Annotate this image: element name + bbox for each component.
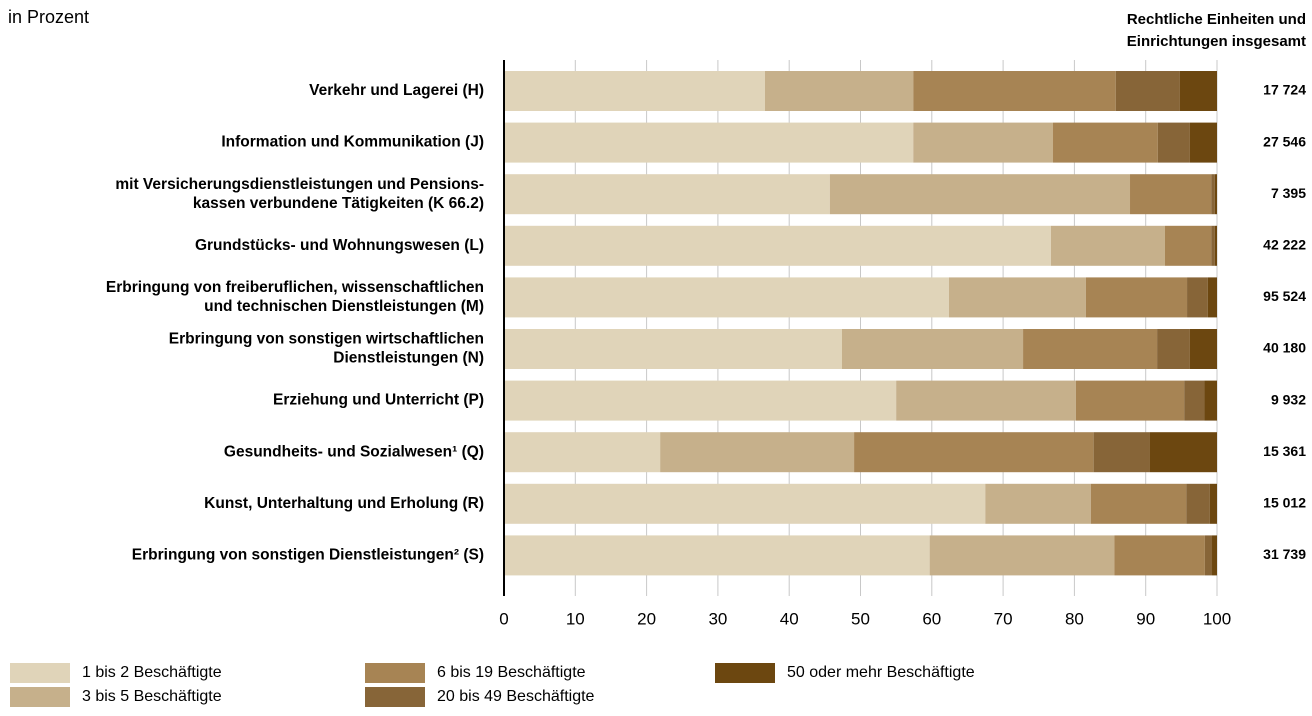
bar-segment [1204, 380, 1217, 421]
bar-segment [1149, 432, 1217, 473]
bar-segment [829, 174, 1131, 215]
bar-segment [913, 122, 1054, 163]
bar-segment [504, 432, 661, 473]
bar-segment [1184, 380, 1205, 421]
category-label: Grundstücks- und Wohnungswesen (L) [195, 237, 484, 254]
bar-segment [1214, 174, 1217, 215]
x-tick-label: 40 [780, 609, 799, 628]
bar-segment [504, 71, 765, 111]
x-tick-label: 30 [708, 609, 727, 628]
x-tick-label: 10 [566, 609, 585, 628]
category-label: kassen verbundene Tätigkeiten (K 66.2) [193, 195, 484, 212]
x-tick-label: 80 [1065, 609, 1084, 628]
bar-segment [1023, 329, 1158, 369]
category-label: Dienstleistungen (N) [333, 350, 484, 367]
bar-segment [913, 71, 1116, 111]
x-tick-label: 60 [922, 609, 941, 628]
bar-segment [929, 535, 1115, 576]
legend-label: 50 oder mehr Beschäftigte [787, 664, 975, 681]
legend-label: 6 bis 19 Beschäftigte [437, 664, 586, 681]
category-label: Erbringung von freiberuflichen, wissensc… [106, 279, 484, 296]
bar-segment [504, 122, 914, 163]
x-tick-label: 100 [1203, 609, 1231, 628]
bar-segment [1157, 329, 1190, 369]
bar-segment [1204, 535, 1213, 576]
bar-segment [841, 329, 1024, 369]
legend-swatch [10, 663, 70, 683]
right-header: Rechtliche Einheiten und [1127, 11, 1306, 28]
total-label: 9 932 [1271, 391, 1306, 407]
bar-segment [1075, 380, 1185, 421]
bar-segment [504, 174, 830, 215]
total-label: 7 395 [1271, 185, 1306, 201]
category-label: Verkehr und Lagerei (H) [309, 82, 484, 99]
legend-label: 20 bis 49 Beschäftigte [437, 688, 595, 705]
x-tick-label: 0 [499, 609, 508, 628]
bar-segment [1187, 277, 1208, 318]
bar-segment [504, 535, 930, 576]
bar-segment [1214, 225, 1217, 266]
bar-segment [1189, 122, 1217, 163]
bar-segment [985, 483, 1091, 524]
category-label: Erbringung von sonstigen wirtschaftliche… [169, 331, 484, 348]
bar-segment [1093, 432, 1150, 473]
bar-segment [896, 380, 1076, 421]
legend-label: 3 bis 5 Beschäftigte [82, 688, 222, 705]
bar-segment [1157, 122, 1190, 163]
bar-segment [1050, 225, 1165, 266]
x-tick-label: 50 [851, 609, 870, 628]
bar-segment [854, 432, 1094, 473]
category-label: Gesundheits- und Sozialwesen¹ (Q) [224, 443, 484, 460]
bar-segment [504, 329, 842, 369]
category-label: Erbringung von sonstigen Dienstleistunge… [132, 546, 484, 563]
total-label: 40 180 [1263, 340, 1306, 356]
bar-segment [660, 432, 855, 473]
bar-segment [1090, 483, 1187, 524]
category-label: mit Versicherungsdienstleistungen und Pe… [115, 176, 484, 193]
category-label: und technischen Dienstleistungen (M) [204, 298, 484, 315]
subtitle: in Prozent [8, 7, 89, 27]
category-label: Kunst, Unterhaltung und Erholung (R) [204, 495, 484, 512]
legend-swatch [715, 663, 775, 683]
total-label: 27 546 [1263, 133, 1306, 149]
bar-segment [1114, 535, 1205, 576]
bar-segment [1115, 71, 1180, 111]
bar-segment [764, 71, 914, 111]
bar-segment [504, 380, 897, 421]
bar-segment [1211, 225, 1215, 266]
bar-segment [948, 277, 1086, 318]
bar-segment [1186, 483, 1210, 524]
x-tick-label: 20 [637, 609, 656, 628]
total-label: 15 361 [1263, 443, 1306, 459]
right-header: Einrichtungen insgesamt [1127, 33, 1306, 50]
bar-segment [504, 277, 949, 318]
bar-segment [1085, 277, 1188, 318]
legend-swatch [365, 687, 425, 707]
bar-segment [1189, 329, 1217, 369]
bar-segment [504, 225, 1051, 266]
category-label: Information und Kommunikation (J) [221, 134, 484, 151]
bar-segment [1207, 277, 1217, 318]
x-tick-label: 90 [1136, 609, 1155, 628]
x-tick-label: 70 [994, 609, 1013, 628]
legend-label: 1 bis 2 Beschäftigte [82, 664, 222, 681]
legend-swatch [365, 663, 425, 683]
total-label: 42 222 [1263, 237, 1306, 253]
category-label: Erziehung und Unterricht (P) [273, 392, 484, 409]
total-label: 95 524 [1263, 288, 1306, 304]
total-label: 17 724 [1263, 82, 1306, 98]
bar-segment [504, 483, 986, 524]
bar-segment [1212, 535, 1217, 576]
bar-segment [1164, 225, 1212, 266]
bar-segment [1053, 122, 1158, 163]
total-label: 15 012 [1263, 495, 1306, 511]
bar-segment [1179, 71, 1217, 111]
total-label: 31 739 [1263, 546, 1306, 562]
legend-swatch [10, 687, 70, 707]
bar-segment [1130, 174, 1212, 215]
bar-segment [1209, 483, 1217, 524]
bar-segment [1211, 174, 1215, 215]
